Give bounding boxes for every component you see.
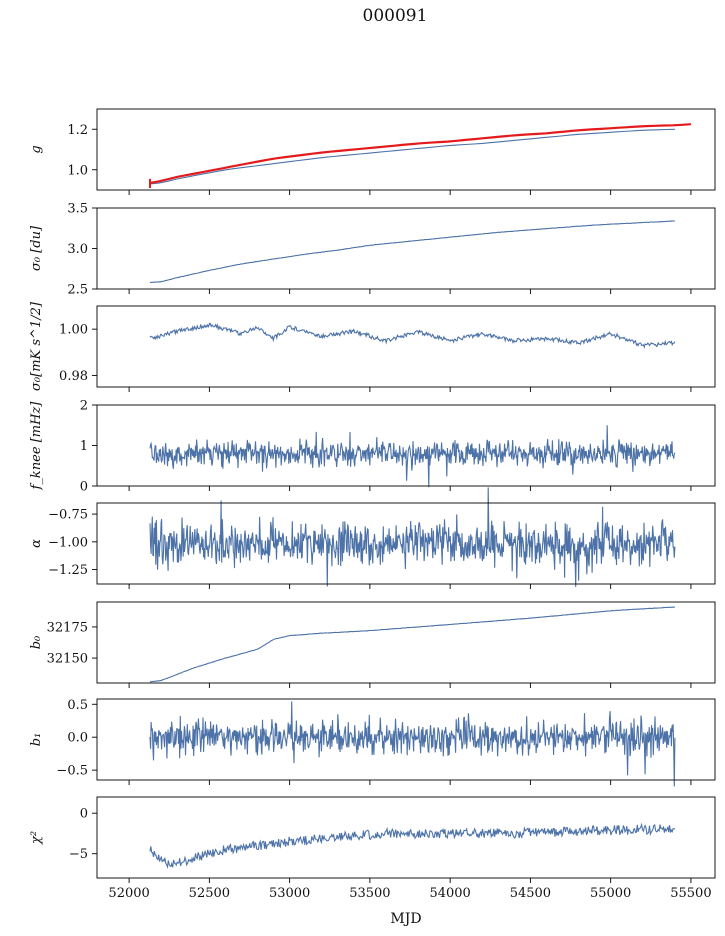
y-tick-label: −0.5	[56, 764, 88, 779]
series-line-b1-0	[149, 701, 676, 787]
panel-chi2: −5 0 52000 52500 53000 53500 54000 54500 55000 55…	[29, 796, 716, 901]
panel-alpha: −1.25 −1.00 −0.75 α	[29, 487, 716, 589]
y-axis-label: σ₀ [du]	[29, 225, 44, 271]
y-tick-label: −1.00	[48, 535, 88, 550]
panel-frame	[96, 601, 716, 684]
y-tick-label: 2.5	[67, 283, 88, 298]
panel-frame	[96, 502, 716, 585]
y-axis-label: b₀	[29, 635, 44, 649]
y-tick-label: −1.25	[48, 563, 88, 578]
panel-frame	[96, 305, 716, 388]
series-line-sigma0-0	[149, 220, 675, 284]
y-tick-label: 32150	[47, 652, 88, 667]
y-tick-label: 3.5	[67, 202, 88, 217]
y-tick-label: 0.98	[59, 369, 88, 384]
x-axis-label: MJD	[390, 911, 421, 927]
y-tick-label: 32175	[47, 620, 88, 635]
x-tick-label: 55000	[590, 886, 631, 901]
panel-frame	[96, 207, 716, 290]
panel-b1: −0.5 0.0 0.5 b₁	[29, 698, 716, 787]
x-tick-label: 53500	[349, 886, 390, 901]
y-tick-label: 1.0	[67, 163, 88, 178]
y-axis-label: g	[29, 145, 44, 153]
x-tick-label: 53000	[269, 886, 310, 901]
x-tick-label: 55500	[670, 886, 711, 901]
series-line-g-0	[149, 128, 675, 185]
y-tick-label: 1.00	[59, 323, 88, 338]
series-line-sigma0-temp-0	[149, 322, 676, 349]
panel-frame	[96, 698, 716, 781]
y-tick-label: 1.2	[67, 123, 88, 138]
panel-frame	[96, 108, 716, 191]
y-tick-label: −0.75	[48, 508, 88, 523]
x-tick-label: 54000	[429, 886, 470, 901]
y-axis-label: σ₀[mK s^1/2]	[29, 301, 44, 391]
series-line-g-1	[149, 123, 691, 184]
panel-sigma0: 2.5 3.0 3.5 σ₀ [du]	[29, 202, 716, 298]
panel-g: 1.0 1.2 g	[29, 108, 716, 195]
series-line-b0-0	[149, 606, 676, 683]
y-tick-label: −5	[69, 847, 88, 862]
y-tick-label: 0	[80, 480, 88, 495]
y-tick-label: 3.0	[67, 242, 88, 257]
x-tick-label: 54500	[510, 886, 551, 901]
y-axis-label: χ²	[29, 831, 44, 845]
y-tick-label: 0	[80, 807, 88, 822]
panel-fknee: 0 1 2 f_knee [mHz]	[29, 399, 716, 495]
x-tick-label: 52000	[108, 886, 149, 901]
x-tick-label: 52500	[189, 886, 230, 901]
y-axis-label: b₁	[29, 733, 44, 747]
y-tick-label: 1	[80, 439, 88, 454]
panel-frame	[96, 796, 716, 879]
series-line-chi2-0	[149, 822, 676, 870]
series-line-fknee-0	[149, 425, 676, 488]
figure-title: 000091	[362, 6, 428, 26]
y-tick-label: 0.0	[67, 731, 88, 746]
panel-sigma0-temp: 0.98 1.00 σ₀[mK s^1/2]	[29, 301, 716, 392]
y-axis-label: f_knee [mHz]	[29, 401, 44, 491]
y-tick-label: 0.5	[67, 698, 88, 713]
series-line-alpha-0	[149, 487, 676, 587]
y-axis-label: α	[29, 539, 44, 548]
y-tick-label: 2	[80, 399, 88, 414]
